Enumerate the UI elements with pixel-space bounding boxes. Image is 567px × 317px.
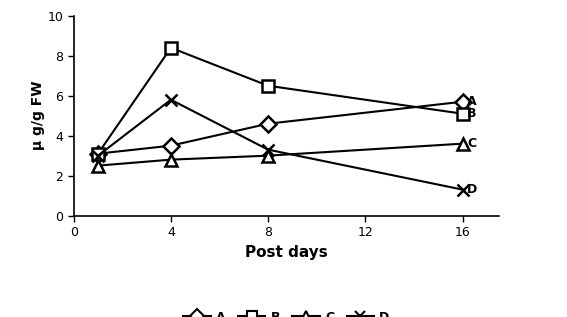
C	[95, 164, 101, 167]
D	[167, 98, 174, 102]
B	[167, 46, 174, 50]
B	[265, 84, 272, 88]
Text: C: C	[467, 137, 476, 150]
B	[95, 152, 101, 156]
D	[459, 188, 466, 191]
Line: D: D	[92, 94, 468, 195]
D	[95, 154, 101, 158]
C	[167, 158, 174, 162]
Legend: A, B, C, D: A, B, C, D	[179, 306, 394, 317]
Line: A: A	[92, 96, 468, 159]
Y-axis label: μ g/g FW: μ g/g FW	[31, 81, 45, 151]
A	[95, 152, 101, 156]
C	[265, 154, 272, 158]
Text: D: D	[467, 183, 477, 196]
Text: B: B	[467, 107, 477, 120]
A	[459, 100, 466, 104]
Line: B: B	[92, 42, 468, 159]
Text: A: A	[467, 95, 477, 108]
D	[265, 148, 272, 152]
X-axis label: Post days: Post days	[245, 244, 328, 260]
C	[459, 142, 466, 146]
Line: C: C	[92, 138, 468, 171]
A	[167, 144, 174, 148]
B	[459, 112, 466, 116]
A	[265, 122, 272, 126]
